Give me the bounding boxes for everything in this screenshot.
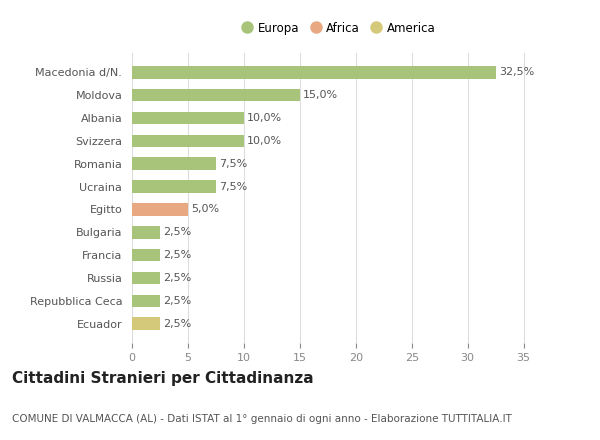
Text: 2,5%: 2,5% [163,227,191,237]
Bar [132,294,160,307]
Text: 5,0%: 5,0% [191,205,220,214]
Bar [132,112,244,124]
Text: 32,5%: 32,5% [499,67,534,77]
Text: 10,0%: 10,0% [247,136,283,146]
Bar [132,180,216,193]
Text: COMUNE DI VALMACCA (AL) - Dati ISTAT al 1° gennaio di ogni anno - Elaborazione T: COMUNE DI VALMACCA (AL) - Dati ISTAT al … [12,414,512,425]
Bar [132,226,160,238]
Legend: Europa, Africa, America: Europa, Africa, America [239,18,439,38]
Bar [132,66,496,79]
Bar [132,249,160,261]
Bar [132,317,160,330]
Bar [132,135,244,147]
Text: Cittadini Stranieri per Cittadinanza: Cittadini Stranieri per Cittadinanza [12,371,314,386]
Bar [132,158,216,170]
Bar [132,272,160,284]
Text: 7,5%: 7,5% [219,159,248,169]
Text: 15,0%: 15,0% [303,90,338,100]
Text: 2,5%: 2,5% [163,319,191,329]
Text: 2,5%: 2,5% [163,296,191,306]
Text: 7,5%: 7,5% [219,182,248,191]
Text: 2,5%: 2,5% [163,273,191,283]
Bar [132,203,188,216]
Text: 10,0%: 10,0% [247,113,283,123]
Bar [132,89,300,102]
Text: 2,5%: 2,5% [163,250,191,260]
